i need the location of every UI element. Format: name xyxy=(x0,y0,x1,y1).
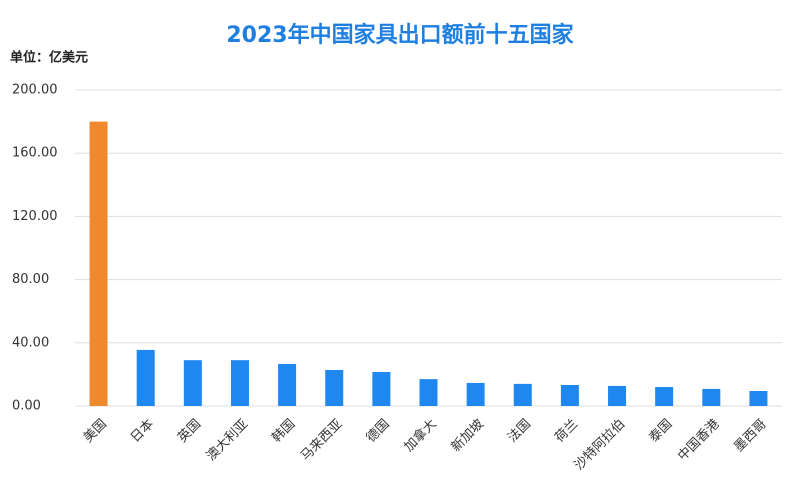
bar xyxy=(325,369,344,406)
y-tick-label: 80.00 xyxy=(12,272,49,287)
bar xyxy=(702,388,721,406)
y-tick-label: 120.00 xyxy=(12,209,58,224)
y-tick-label: 160.00 xyxy=(12,146,58,161)
x-tick-label: 荷兰 xyxy=(552,417,581,446)
y-tick-label: 0.00 xyxy=(12,399,41,414)
x-tick-label: 泰国 xyxy=(646,417,675,446)
x-tick-label: 韩国 xyxy=(269,417,298,446)
bar xyxy=(513,383,532,406)
bar xyxy=(278,363,297,406)
y-tick-label: 40.00 xyxy=(12,335,49,350)
bar xyxy=(89,121,108,406)
chart-title: 2023年中国家具出口额前十五国家 xyxy=(226,22,574,48)
x-tick-label: 中国香港 xyxy=(675,417,722,464)
x-tick-label: 德国 xyxy=(364,417,393,446)
x-tick-label: 澳大利亚 xyxy=(203,416,251,464)
bar xyxy=(372,372,391,406)
bar xyxy=(419,379,438,406)
bar xyxy=(136,349,155,406)
bar xyxy=(466,382,485,406)
x-tick-label: 马来西亚 xyxy=(298,417,345,464)
bar xyxy=(749,390,768,406)
x-tick-label: 日本 xyxy=(128,417,157,446)
y-unit: 单位：亿美元 xyxy=(10,50,88,66)
bar xyxy=(183,360,202,406)
x-tick-label: 沙特阿拉伯 xyxy=(572,417,629,474)
x-tick-label: 墨西哥 xyxy=(732,417,770,455)
y-tick-label: 200.00 xyxy=(12,83,58,98)
x-tick-label: 加拿大 xyxy=(401,416,440,455)
x-tick-label: 法国 xyxy=(505,417,534,446)
x-tick-label: 新加坡 xyxy=(448,416,487,455)
x-tick-label: 美国 xyxy=(81,417,110,446)
bar xyxy=(560,384,579,406)
bar xyxy=(655,387,674,406)
bar xyxy=(608,385,627,406)
bar xyxy=(230,360,249,406)
x-tick-label: 英国 xyxy=(175,417,204,446)
